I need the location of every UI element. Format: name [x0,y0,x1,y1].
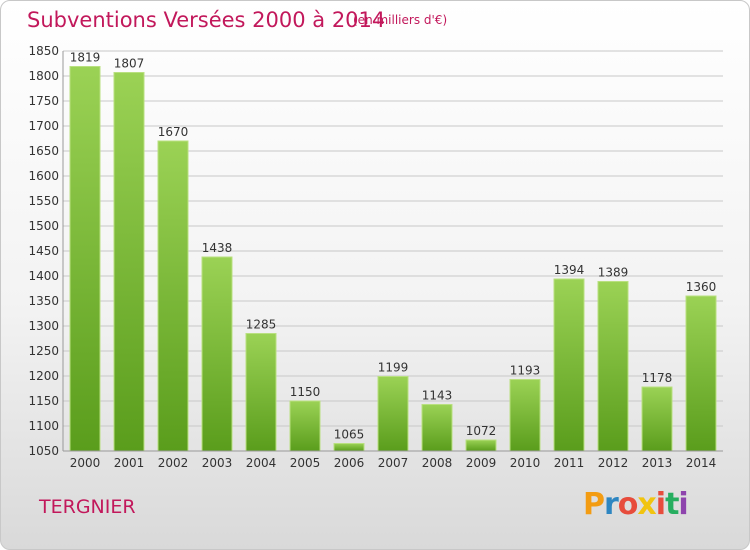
x-tick-label: 2000 [70,456,101,470]
bar-value-label: 1394 [554,263,585,277]
y-tick-label: 1050 [28,444,59,458]
y-tick-label: 1200 [28,369,59,383]
bar [201,256,233,452]
bar-value-label: 1389 [598,266,629,280]
x-tick-label: 2010 [510,456,541,470]
bar-value-label: 1819 [70,51,101,65]
x-tick-label: 2005 [290,456,321,470]
logo-letter: x [637,487,656,522]
bar-value-label: 1072 [466,424,497,438]
bars-layer: 1819 1807 1670 1438 1285 1150 1065 1199 1143 1072… [69,51,717,452]
x-tick-label: 2002 [158,456,189,470]
bar-value-label: 1178 [642,371,673,385]
logo-letter: t [665,487,679,522]
x-tick-label: 2011 [554,456,585,470]
x-tick-label: 2012 [598,456,629,470]
y-tick-label: 1100 [28,419,59,433]
chart-title: Subventions Versées 2000 à 2014 [27,8,386,32]
bar [333,443,365,452]
bar-value-label: 1143 [422,389,453,403]
y-tick-label: 1350 [28,294,59,308]
bar [553,278,585,452]
bar-value-label: 1670 [158,125,189,139]
y-tick-label: 1850 [28,44,59,58]
bar [289,400,321,452]
bar [509,379,541,452]
logo-letter: i [678,487,688,522]
bar [69,66,101,452]
x-tick-label: 2013 [642,456,673,470]
bar [421,404,453,452]
y-tick-label: 1400 [28,269,59,283]
bar-value-label: 1807 [114,57,145,71]
y-tick-label: 1750 [28,94,59,108]
y-tick-label: 1800 [28,69,59,83]
bar-value-label: 1193 [510,364,541,378]
bar [597,281,629,452]
y-tick-label: 1300 [28,319,59,333]
y-tick-label: 1450 [28,244,59,258]
bar-value-label: 1150 [290,385,321,399]
x-tick-label: 2003 [202,456,233,470]
y-tick-label: 1700 [28,119,59,133]
bar [157,140,189,452]
y-tick-label: 1650 [28,144,59,158]
y-tick-label: 1150 [28,394,59,408]
logo-letter: o [617,487,639,522]
bar [685,295,717,452]
x-tick-label: 2008 [422,456,453,470]
bar [377,376,409,452]
y-tick-label: 1250 [28,344,59,358]
chart-subtitle: (en milliers d'€) [353,13,448,27]
bar [113,72,145,452]
bar-value-label: 1360 [686,280,717,294]
bar-value-label: 1199 [378,361,409,375]
proxiti-logo: Proxiti [583,487,689,522]
bar [465,439,497,452]
bar [245,333,277,452]
x-tick-label: 2006 [334,456,365,470]
bar-value-label: 1065 [334,428,365,442]
y-tick-label: 1600 [28,169,59,183]
x-tick-label: 2004 [246,456,277,470]
y-tick-label: 1550 [28,194,59,208]
logo-letter: P [583,487,605,522]
bar [641,386,673,452]
place-name: TERGNIER [39,496,136,518]
x-tick-label: 2007 [378,456,409,470]
y-tick-label: 1500 [28,219,59,233]
x-tick-label: 2014 [686,456,717,470]
logo-letter: r [604,487,619,522]
x-tick-label: 2009 [466,456,497,470]
bar-value-label: 1285 [246,318,277,332]
x-tick-label: 2001 [114,456,145,470]
bar-value-label: 1438 [202,241,233,255]
axis-layer: 1050 1100 1150 1200 1250 1300 1350 1400 1450 1500… [28,44,723,470]
logo-letter: i [655,487,666,522]
